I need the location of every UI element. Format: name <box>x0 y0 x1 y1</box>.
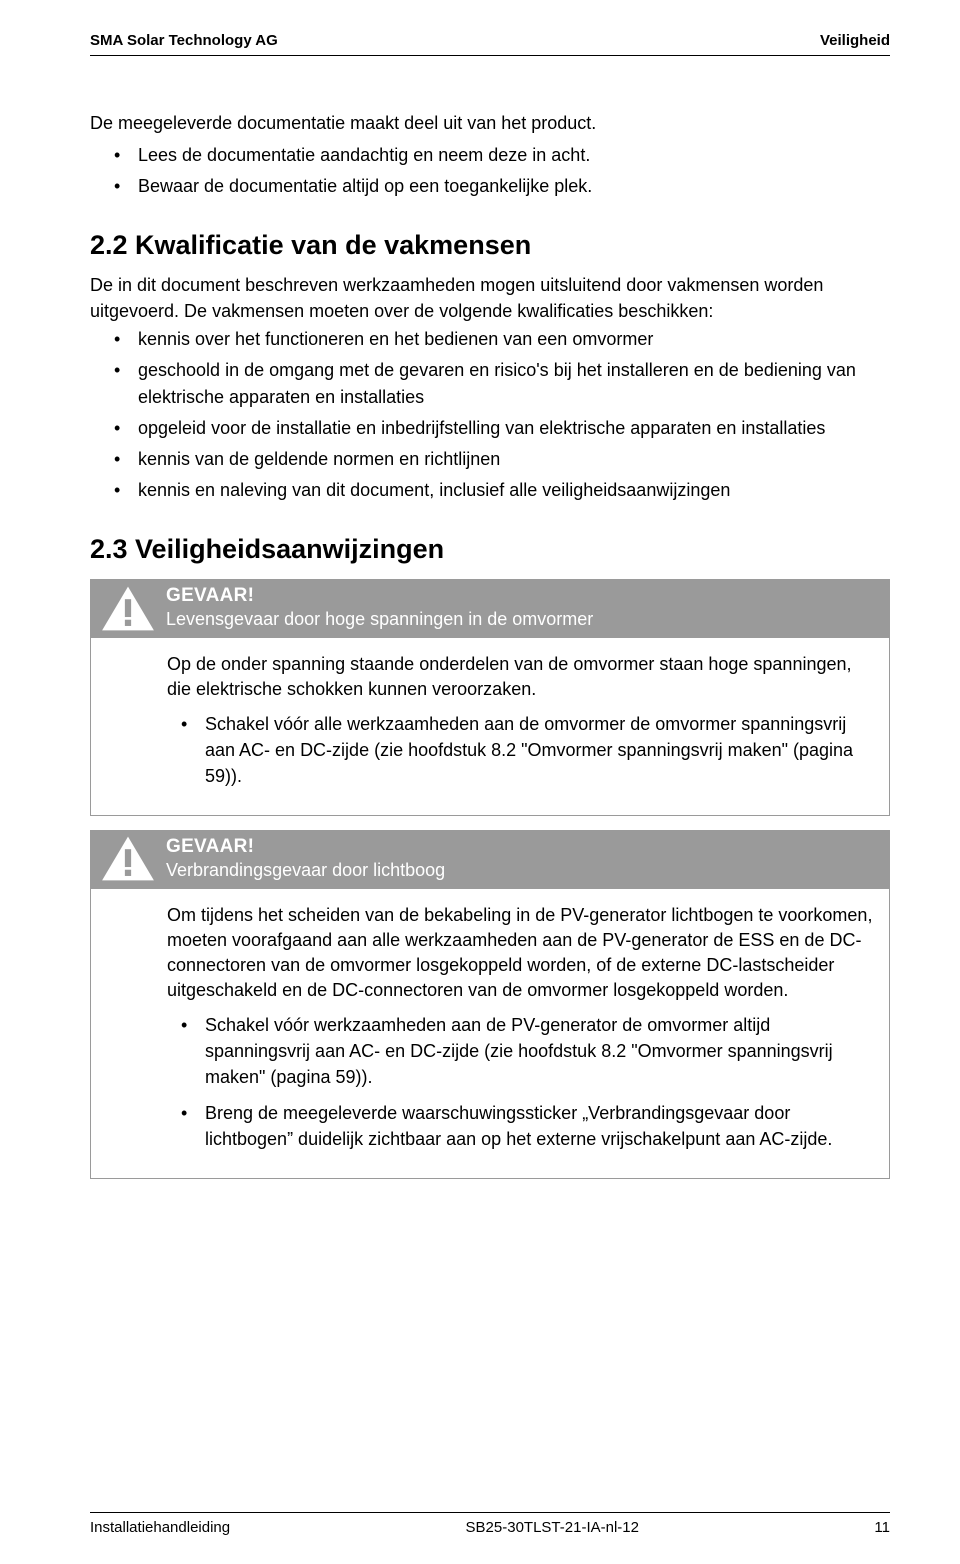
intro-list: Lees de documentatie aandachtig en neem … <box>90 142 890 200</box>
list-item: Lees de documentatie aandachtig en neem … <box>90 142 890 169</box>
list-item: opgeleid voor de installatie en inbedrij… <box>90 415 890 442</box>
list-item: kennis over het functioneren en het bedi… <box>90 326 890 353</box>
page-header: SMA Solar Technology AG Veiligheid <box>90 32 890 49</box>
qualifications-list: kennis over het functioneren en het bedi… <box>90 326 890 504</box>
danger-body-text: Op de onder spanning staande onderdelen … <box>167 652 873 702</box>
header-left: SMA Solar Technology AG <box>90 32 278 49</box>
list-item: Breng de meegeleverde waarschuwingsstick… <box>167 1100 873 1152</box>
header-right: Veiligheid <box>820 32 890 49</box>
danger-body: Om tijdens het scheiden van de bekabelin… <box>90 889 890 1179</box>
footer-right: 11 <box>874 1519 890 1536</box>
section-2-2-title: 2.2 Kwalificatie van de vakmensen <box>90 230 890 261</box>
danger-subtitle: Verbrandingsgevaar door lichtboog <box>166 860 445 881</box>
section-2-2-paragraph: De in dit document beschreven werkzaamhe… <box>90 273 890 324</box>
header-rule <box>90 55 890 56</box>
danger-action-list: Schakel vóór alle werkzaamheden aan de o… <box>167 711 873 789</box>
danger-box-2: GEVAAR! Verbrandingsgevaar door lichtboo… <box>90 830 890 1179</box>
danger-header: GEVAAR! Levensgevaar door hoge spanninge… <box>90 579 890 638</box>
danger-body-text: Om tijdens het scheiden van de bekabelin… <box>167 903 873 1004</box>
list-item: Schakel vóór alle werkzaamheden aan de o… <box>167 711 873 789</box>
danger-body: Op de onder spanning staande onderdelen … <box>90 638 890 816</box>
list-item: Schakel vóór werkzaamheden aan de PV-gen… <box>167 1012 873 1090</box>
footer-center: SB25-30TLST-21-IA-nl-12 <box>466 1519 639 1536</box>
footer-rule <box>90 1512 890 1513</box>
danger-subtitle: Levensgevaar door hoge spanningen in de … <box>166 609 593 630</box>
danger-box-1: GEVAAR! Levensgevaar door hoge spanninge… <box>90 579 890 816</box>
warning-triangle-icon <box>90 830 166 889</box>
page-footer: Installatiehandleiding SB25-30TLST-21-IA… <box>90 1512 890 1536</box>
warning-triangle-icon <box>90 579 166 638</box>
section-2-3-title: 2.3 Veiligheidsaanwijzingen <box>90 534 890 565</box>
list-item: Bewaar de documentatie altijd op een toe… <box>90 173 890 200</box>
danger-label: GEVAAR! <box>166 836 445 858</box>
list-item: kennis van de geldende normen en richtli… <box>90 446 890 473</box>
list-item: kennis en naleving van dit document, inc… <box>90 477 890 504</box>
danger-label: GEVAAR! <box>166 585 593 607</box>
danger-header: GEVAAR! Verbrandingsgevaar door lichtboo… <box>90 830 890 889</box>
danger-action-list: Schakel vóór werkzaamheden aan de PV-gen… <box>167 1012 873 1152</box>
list-item: geschoold in de omgang met de gevaren en… <box>90 357 890 411</box>
intro-paragraph: De meegeleverde documentatie maakt deel … <box>90 110 890 136</box>
footer-left: Installatiehandleiding <box>90 1519 230 1536</box>
